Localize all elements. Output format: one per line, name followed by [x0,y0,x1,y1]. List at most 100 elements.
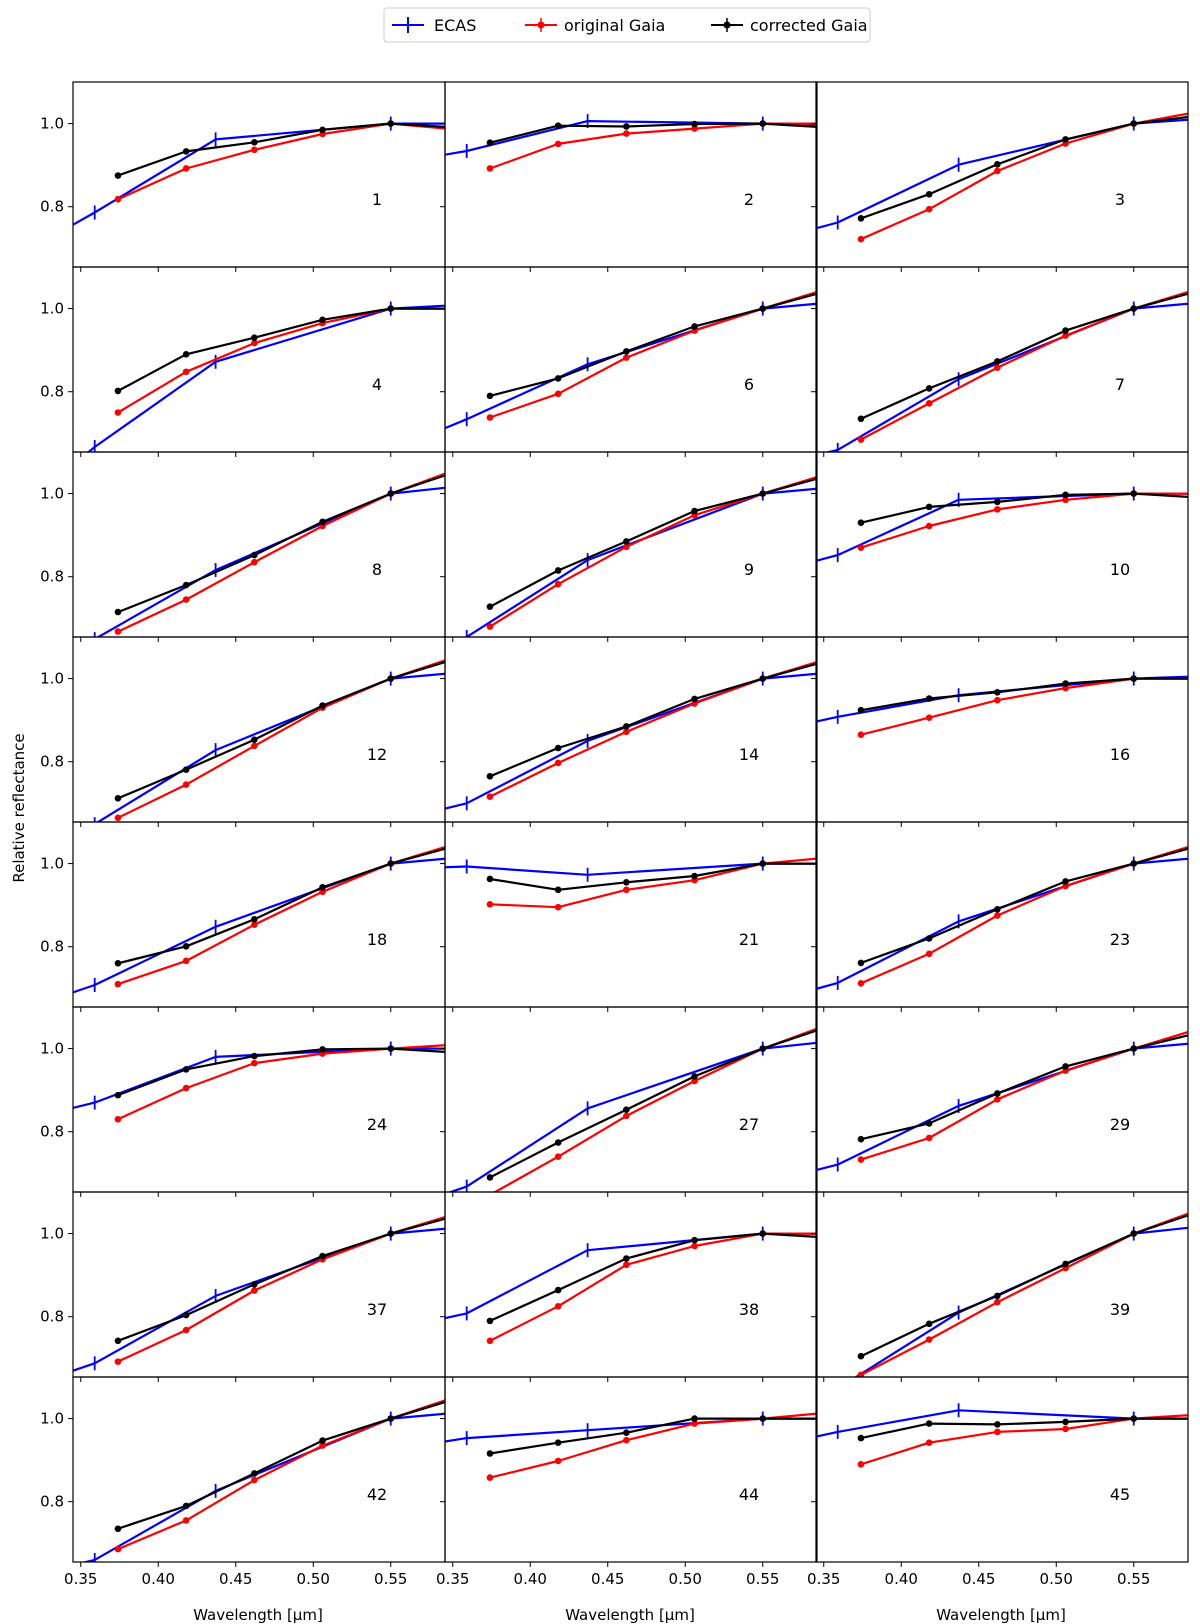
panel-6-corrected-line [489,292,817,397]
panel-4-corrected-point-1 [182,351,190,358]
legend-label-ecas: ECAS [434,16,476,35]
legend-entry-ecas: ECAS [392,16,476,35]
panel-27-corrected-point-0 [486,1174,494,1181]
panel-4-number-label: 4 [372,375,382,394]
panel-2-original-point-3 [691,125,698,132]
panel-7: 7 [811,266,1189,457]
panel-45-xtick-label-4: 0.55 [1117,1570,1150,1588]
panel-4-corrected-point-2 [251,334,258,341]
panel-23-plot-area [816,845,1188,991]
panel-1-ytick-label-1: 1.0 [40,115,64,133]
panel-29-corrected-point-4 [1130,1045,1138,1052]
panel-9-corrected-point-2 [623,538,630,545]
panel-42-frame [72,1376,446,1563]
panel-12-original-point-2 [251,742,258,750]
panel-16: 16 [811,636,1189,827]
panel-44-corrected-point-2 [623,1429,630,1437]
panel-16-original-point-0 [857,731,865,738]
panel-4-ytick-label-0: 0.8 [40,383,64,401]
panel-7-corrected-point-4 [1130,305,1138,312]
panel-18-corrected-point-5 [456,842,463,849]
panel-29-number-label: 29 [1110,1115,1130,1134]
panel-42-xtick-label-2: 0.45 [219,1570,252,1588]
panel-39-ecas-line [854,1226,1188,1377]
panel-24-corrected-point-2 [251,1052,258,1060]
panel-23-original-point-1 [925,950,933,958]
panel-2-corrected-point-3 [691,120,698,128]
panel-42: 0.8 1.0 0.35 0.40 0.45 0.50 0.55 42 [40,1376,446,1588]
panel-42-number-label: 42 [367,1485,387,1504]
panel-14-corrected-line [489,662,817,778]
panel-38-original-point-3 [691,1242,698,1250]
panel-37-original-point-1 [182,1326,190,1334]
panel-9-original-point-1 [554,580,562,588]
panel-42-xtick-label-1: 0.40 [142,1570,175,1588]
panel-42-ecas-line [81,1412,445,1562]
panel-23-original-point-0 [857,980,865,987]
panel-12-original-point-0 [114,814,122,822]
panel-2-corrected-point-5 [828,124,835,131]
panel-12-corrected-point-4 [387,675,395,682]
panel-39-original-point-1 [925,1336,933,1343]
panel-23-corrected-point-4 [1130,860,1138,867]
panel-37-original-line [117,1215,445,1363]
panel-6-number-label: 6 [744,375,754,394]
panel-3-original-point-0 [857,235,865,243]
panel-10-corrected-point-4 [1130,490,1138,497]
panel-6-plot-area [445,284,835,430]
panel-7-corrected-point-3 [1062,327,1069,334]
panel-44-original-point-5 [828,1409,835,1416]
x-axis-label-col-1: Wavelength [μm] [193,1606,323,1624]
panel-9-corrected-point-0 [486,603,494,610]
panel-6-original-point-5 [828,284,835,291]
panel-27-original-point-0 [488,1191,492,1192]
panel-8-original-line [117,472,445,633]
panel-37-corrected-line [117,1217,445,1342]
panel-7-corrected-line [860,292,1188,420]
panel-24-original-point-1 [182,1084,190,1092]
panel-37-original-point-2 [251,1287,258,1294]
panel-23-corrected-point-3 [1062,878,1069,885]
panel-18-corrected-point-0 [114,960,122,967]
panel-21-original-point-5 [828,854,835,861]
panel-7-corrected-point-0 [857,415,865,423]
panel-18-original-point-1 [182,957,190,965]
legend-label-corrected-gaia: corrected Gaia [750,16,868,35]
panel-4-ytick-label-1: 1.0 [40,300,64,318]
panel-37-frame [72,1191,446,1378]
panel-29-ecas-line [816,1042,1188,1172]
panel-38-corrected-point-5 [828,1234,835,1241]
panel-12: 0.8 1.0 12 [40,636,446,827]
panel-27-original-point-2 [623,1112,630,1120]
panel-44-corrected-point-5 [828,1415,835,1422]
panel-44-xtick-label-1: 0.40 [514,1570,547,1588]
panel-1-corrected-point-3 [319,126,326,134]
panel-2: 2 [440,81,835,272]
panel-8-ytick-label-1: 1.0 [40,485,64,503]
panel-4-plot-area [86,301,445,452]
panel-16-original-point-1 [925,714,933,721]
panel-8-original-point-1 [182,596,190,603]
panel-39-corrected-point-4 [1130,1230,1138,1237]
panel-24-original-point-2 [251,1059,258,1067]
panel-23-number-label: 23 [1110,930,1130,949]
panel-42-xtick-label-4: 0.55 [374,1570,407,1588]
panel-2-original-point-2 [623,130,630,137]
panel-45-number-label: 45 [1110,1485,1130,1504]
panel-grid: 0.81.01 2 30.81.04 6 70.81.08 9 100.81.012 14 16… [40,81,1189,1588]
panel-27-corrected-point-5 [828,1022,835,1029]
panel-8-number-label: 8 [372,560,382,579]
panel-8: 0.8 1.0 8 [40,451,446,642]
panel-38: 38 [440,1191,835,1382]
panel-45-original-point-3 [1062,1425,1069,1433]
panel-38-corrected-point-4 [759,1230,767,1237]
panel-37-corrected-point-2 [251,1280,258,1288]
panel-29-original-point-2 [994,1095,1001,1103]
panel-16-corrected-point-3 [1062,680,1069,687]
panel-39-plot-area [854,1212,1188,1377]
panel-45-corrected-point-0 [857,1434,865,1442]
panel-42-original-line [117,1399,445,1551]
panel-3-original-point-1 [925,205,933,213]
panel-8-corrected-point-3 [319,518,326,526]
panel-42-plot-area [81,1399,445,1562]
